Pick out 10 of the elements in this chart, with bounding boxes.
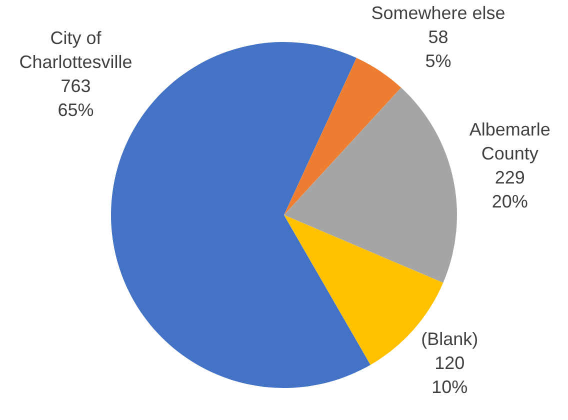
data-label: 763 65% bbox=[58, 76, 94, 120]
pie-slice bbox=[284, 88, 457, 283]
slice-label: City of Charlottesville bbox=[19, 28, 132, 72]
data-label: 120 10% bbox=[432, 352, 468, 397]
data-label: 58 5% bbox=[425, 27, 452, 72]
slice-label: Albemarle County bbox=[469, 120, 550, 164]
pie-slice bbox=[284, 58, 402, 215]
slice-label: (Blank) bbox=[421, 328, 478, 349]
data-label: 229 20% bbox=[492, 168, 528, 212]
slice-label: Somewhere else bbox=[371, 3, 506, 24]
